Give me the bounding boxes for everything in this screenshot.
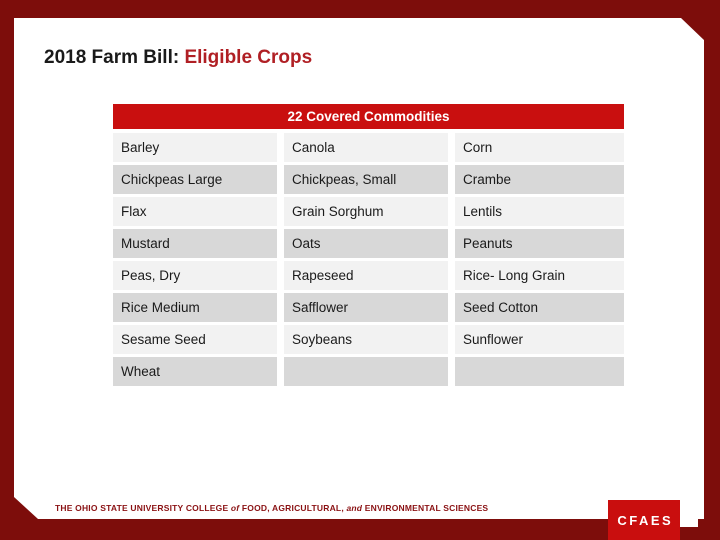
table-row: Rice Medium Safflower Seed Cotton — [113, 293, 624, 322]
slide-title: 2018 Farm Bill: Eligible Crops — [44, 46, 312, 70]
title-highlight: Eligible Crops — [184, 47, 313, 68]
table-cell — [455, 357, 624, 386]
table-cell: Safflower — [284, 293, 448, 322]
wordmark-text: ENVIRONMENTAL SCIENCES — [362, 503, 489, 513]
table-cell: Sesame Seed — [113, 325, 277, 354]
table-cell: Wheat — [113, 357, 277, 386]
table-cell: Crambe — [455, 165, 624, 194]
table-cell: Peanuts — [455, 229, 624, 258]
table-cell: Corn — [455, 133, 624, 162]
table-cell: Chickpeas, Small — [284, 165, 448, 194]
frame-top-bar — [0, 0, 720, 18]
table-row: Sesame Seed Soybeans Sunflower — [113, 325, 624, 354]
wordmark-text: of — [230, 503, 240, 513]
title-prefix: 2018 Farm Bill: — [44, 47, 185, 68]
table-cell: Rice- Long Grain — [455, 261, 624, 290]
table-cell: Rapeseed — [284, 261, 448, 290]
frame-notch-bottom-right — [680, 500, 698, 527]
university-wordmark: THE OHIO STATE UNIVERSITY COLLEGE of FOO… — [55, 503, 488, 513]
wordmark-text: FOOD, AGRICULTURAL, — [239, 503, 347, 513]
frame-left-bar — [0, 0, 14, 540]
cfaes-logo: CFAES — [608, 500, 680, 540]
table-cell: Peas, Dry — [113, 261, 277, 290]
table-cell: Oats — [284, 229, 448, 258]
wordmark-text: and — [346, 503, 363, 513]
table-cell: Sunflower — [455, 325, 624, 354]
table-cell: Canola — [284, 133, 448, 162]
commodities-rows: Barley Canola Corn Chickpeas Large Chickpeas… — [113, 133, 624, 386]
frame-bevel-bottom-left — [14, 497, 38, 519]
frame-bottom-bar — [0, 519, 720, 540]
table-header: 22 Covered Commodities — [113, 104, 624, 129]
cfaes-logo-text: CFAES — [617, 512, 674, 528]
table-cell: Barley — [113, 133, 277, 162]
table-row: Peas, Dry Rapeseed Rice- Long Grain — [113, 261, 624, 290]
table-cell: Chickpeas Large — [113, 165, 277, 194]
table-row: Wheat — [113, 357, 624, 386]
table-cell — [284, 357, 448, 386]
table-cell: Mustard — [113, 229, 277, 258]
frame-right-bar — [704, 0, 720, 540]
commodities-table: 22 Covered Commodities Barley Canola Corn C… — [113, 104, 624, 386]
table-row: Chickpeas Large Chickpeas, Small Crambe — [113, 165, 624, 194]
table-cell: Soybeans — [284, 325, 448, 354]
table-cell: Flax — [113, 197, 277, 226]
table-cell: Seed Cotton — [455, 293, 624, 322]
table-cell: Rice Medium — [113, 293, 277, 322]
table-cell: Lentils — [455, 197, 624, 226]
table-row: Barley Canola Corn — [113, 133, 624, 162]
table-cell: Grain Sorghum — [284, 197, 448, 226]
wordmark-text: THE OHIO STATE UNIVERSITY COLLEGE — [55, 503, 231, 513]
table-row: Flax Grain Sorghum Lentils — [113, 197, 624, 226]
frame-bevel-top-right — [681, 18, 705, 41]
table-row: Mustard Oats Peanuts — [113, 229, 624, 258]
